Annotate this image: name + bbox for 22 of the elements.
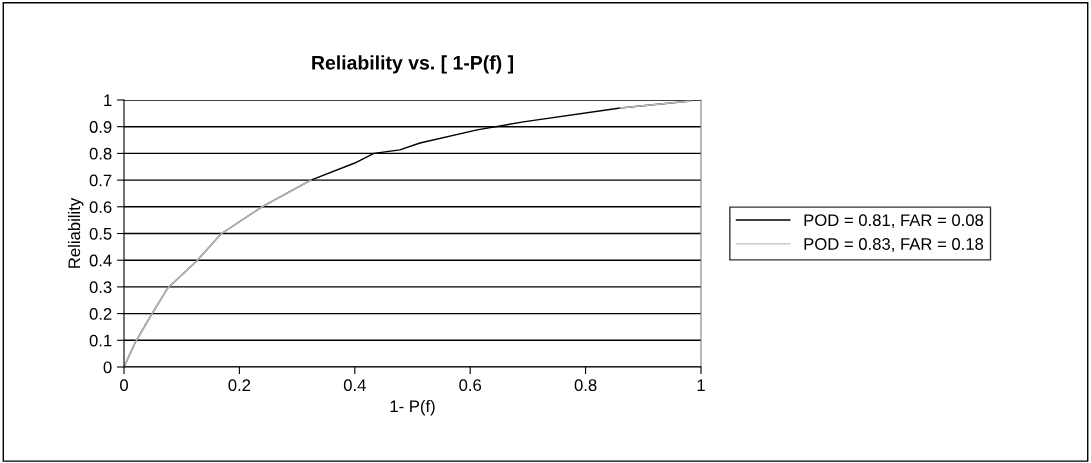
y-tick-label: 0.7 <box>89 174 112 187</box>
y-tick-label: 1 <box>104 94 112 107</box>
y-tick-label: 0.9 <box>89 121 112 133</box>
x-tick-label: 0.6 <box>459 379 482 392</box>
x-tick-label: 0.2 <box>228 379 251 392</box>
x-tick-label: 0.8 <box>574 379 597 392</box>
y-tick-label: 0.5 <box>89 227 112 240</box>
y-tick-label: 0 <box>103 361 112 374</box>
y-tick-label: 0.6 <box>89 201 112 213</box>
y-axis-title: Reliability <box>67 197 84 268</box>
legend-label: POD = 0.81, FAR = 0.08 <box>804 214 984 229</box>
y-tick-label: 0.4 <box>89 254 112 267</box>
x-tick-label: 0 <box>120 379 128 392</box>
x-tick-label: 1 <box>697 379 705 391</box>
y-tick-label: 0.3 <box>89 281 112 294</box>
legend-label: POD = 0.83, FAR = 0.18 <box>804 238 984 252</box>
x-tick-label: 0.4 <box>343 379 366 392</box>
y-tick-label: 0.1 <box>89 334 112 347</box>
x-axis-title: 1- P(f) <box>390 399 435 416</box>
y-tick-label: 0.8 <box>89 147 112 160</box>
y-tick-label: 0.2 <box>89 308 112 320</box>
chart-title: Reliability vs. [ 1-P(f) ] <box>312 55 513 74</box>
